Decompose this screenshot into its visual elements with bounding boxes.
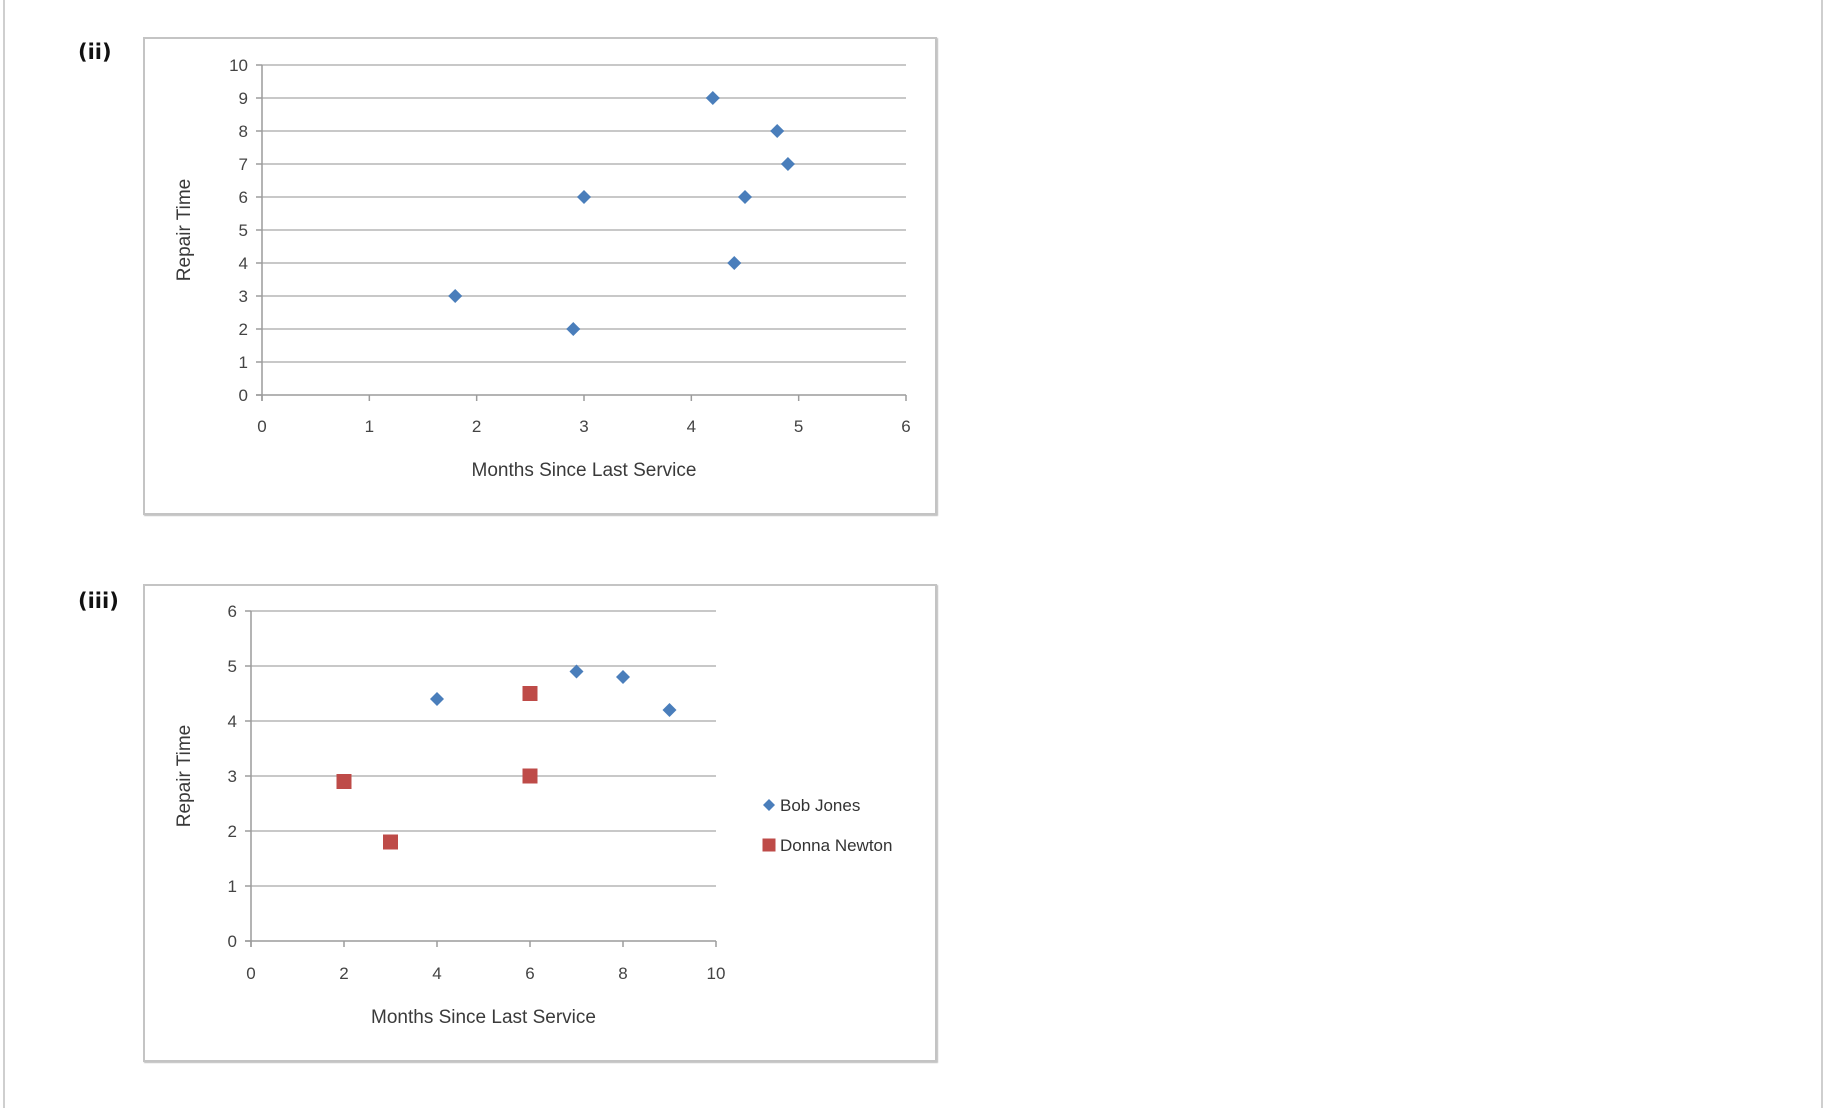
diamond-marker [430, 692, 444, 706]
axes [245, 610, 717, 947]
y-tick-label: 7 [239, 155, 248, 174]
y-tick-label: 4 [228, 712, 237, 731]
x-axis-title: Months Since Last Service [472, 460, 697, 481]
x-tick-label: 3 [579, 417, 588, 436]
diamond-marker [770, 124, 785, 138]
y-tick-labels: 0 1 2 3 4 5 6 [228, 602, 237, 951]
scatter-chart-ii: 0 1 2 3 4 5 6 7 8 9 10 0 1 2 3 4 5 6 Months Since Last Ser… [174, 56, 911, 481]
chart-iii-container: 0 1 2 3 4 5 6 0 2 4 6 8 10 Months Since Last Service R… [143, 584, 937, 1062]
diamond-marker [763, 799, 775, 811]
x-tick-label: 2 [472, 417, 481, 436]
page-border-right [1821, 0, 1823, 1108]
diamond-marker [705, 91, 720, 105]
y-tick-label: 6 [228, 602, 237, 621]
series-bob-jones [430, 664, 677, 717]
y-axis-title: Repair Time [174, 725, 195, 827]
gridlines [251, 610, 716, 887]
y-tick-labels: 0 1 2 3 4 5 6 7 8 9 10 [229, 56, 248, 405]
y-tick-label: 1 [239, 353, 248, 372]
square-marker [336, 774, 352, 789]
x-tick-label: 6 [525, 964, 534, 983]
x-axis-title: Months Since Last Service [371, 1007, 596, 1028]
series-donna-newton [336, 686, 538, 850]
legend-item: Bob Jones [763, 796, 860, 815]
part-label-ii: (ii) [78, 40, 112, 64]
y-tick-label: 6 [239, 188, 248, 207]
y-tick-label: 2 [228, 822, 237, 841]
legend-item: Donna Newton [762, 836, 892, 855]
diamond-marker [616, 670, 630, 684]
diamond-marker [727, 256, 742, 270]
legend-label: Bob Jones [780, 796, 860, 815]
y-tick-label: 9 [239, 89, 248, 108]
x-tick-label: 4 [687, 417, 696, 436]
y-tick-label: 3 [239, 287, 248, 306]
x-tick-label: 5 [794, 417, 803, 436]
square-marker [762, 838, 776, 852]
series-series-1 [448, 91, 795, 336]
y-tick-label: 2 [239, 320, 248, 339]
scatter-chart-iii: 0 1 2 3 4 5 6 0 2 4 6 8 10 Months Since Last Service R… [174, 602, 892, 1028]
axes [256, 64, 907, 401]
chart-ii-container: 0 1 2 3 4 5 6 7 8 9 10 0 1 2 3 4 5 6 Months Since Last Ser… [143, 37, 937, 515]
diamond-marker [662, 703, 677, 717]
y-tick-label: 10 [229, 56, 248, 75]
x-tick-labels: 0 2 4 6 8 10 [246, 964, 725, 983]
x-tick-label: 2 [339, 964, 348, 983]
x-tick-label: 0 [257, 417, 266, 436]
diamond-marker [569, 664, 584, 679]
x-tick-label: 10 [707, 964, 726, 983]
x-tick-label: 6 [901, 417, 910, 436]
y-tick-label: 3 [228, 767, 237, 786]
y-tick-label: 4 [239, 254, 248, 273]
legend-label: Donna Newton [780, 836, 892, 855]
x-tick-label: 4 [432, 964, 441, 983]
x-tick-labels: 0 1 2 3 4 5 6 [257, 417, 910, 436]
gridlines [262, 64, 906, 363]
x-tick-label: 1 [365, 417, 374, 436]
y-axis-title: Repair Time [174, 179, 195, 281]
x-tick-label: 8 [618, 964, 627, 983]
diamond-marker [780, 157, 795, 171]
square-marker [383, 834, 398, 850]
diamond-marker [566, 322, 581, 336]
y-tick-label: 1 [228, 877, 237, 896]
page-border-left [3, 0, 5, 1108]
diamond-marker [448, 289, 463, 303]
diamond-marker [738, 190, 752, 204]
y-tick-label: 8 [239, 122, 248, 141]
y-tick-label: 0 [239, 386, 248, 405]
y-tick-label: 5 [239, 221, 248, 240]
diamond-marker [577, 190, 591, 204]
y-tick-label: 5 [228, 657, 237, 676]
square-marker [522, 686, 538, 701]
x-tick-label: 0 [246, 964, 255, 983]
part-label-iii: (iii) [78, 589, 119, 613]
square-marker [522, 768, 538, 784]
y-tick-label: 0 [228, 932, 237, 951]
